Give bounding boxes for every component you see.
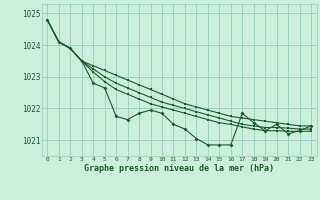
X-axis label: Graphe pression niveau de la mer (hPa): Graphe pression niveau de la mer (hPa) xyxy=(84,164,274,173)
